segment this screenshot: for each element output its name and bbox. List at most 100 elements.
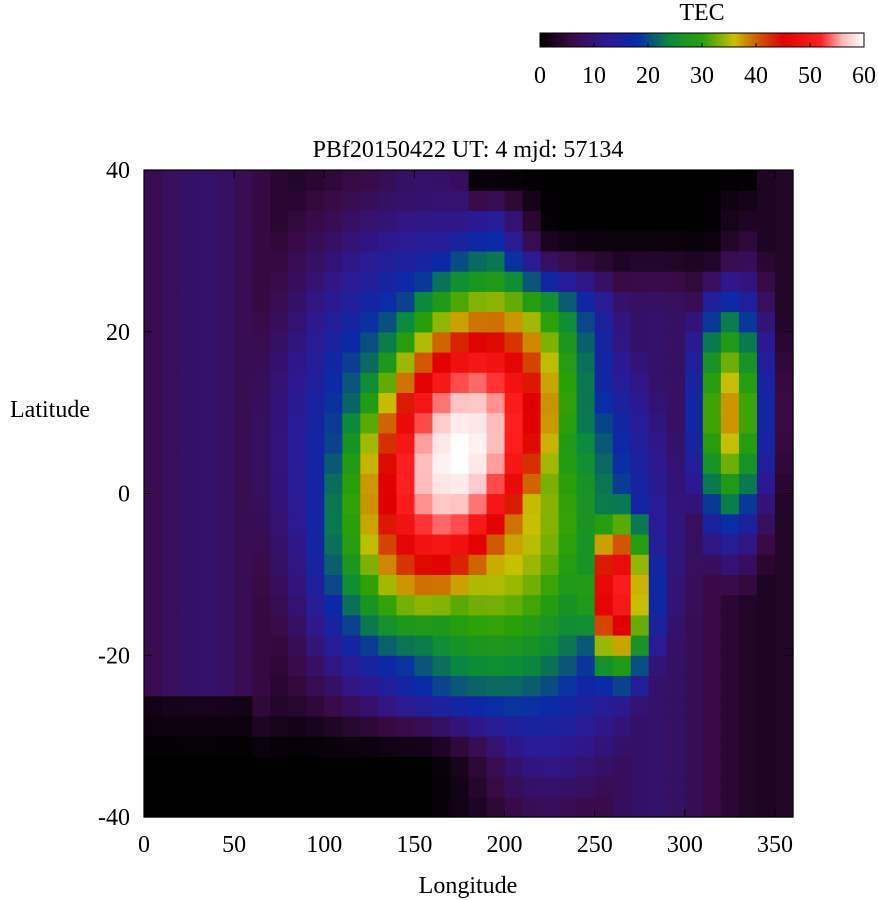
heatmap-cell: [594, 675, 614, 697]
heatmap-cell: [684, 756, 704, 778]
heatmap-cell: [702, 331, 722, 353]
heatmap-cell: [162, 331, 181, 353]
heatmap-cell: [144, 513, 163, 535]
heatmap-cell: [720, 351, 740, 373]
heatmap-cell: [198, 614, 217, 636]
heatmap-cell: [684, 655, 704, 677]
heatmap-cell: [756, 291, 776, 313]
heatmap-cell: [684, 715, 704, 737]
heatmap-cell: [774, 594, 794, 616]
heatmap-cell: [342, 776, 361, 798]
heatmap-cell: [594, 695, 614, 717]
heatmap-cell: [720, 574, 740, 596]
heatmap-cell: [666, 351, 686, 373]
heatmap-cell: [756, 756, 776, 778]
heatmap-cell: [666, 695, 686, 717]
heatmap-cell: [288, 432, 307, 454]
heatmap-cell: [504, 271, 524, 292]
heatmap-cell: [558, 776, 578, 798]
heatmap-cell: [432, 715, 452, 737]
heatmap-cell: [342, 473, 361, 495]
heatmap-cell: [666, 190, 686, 212]
heatmap-cell: [720, 432, 740, 454]
heatmap-cell: [306, 675, 325, 697]
heatmap-cell: [738, 331, 758, 353]
heatmap-cell: [774, 635, 794, 656]
heatmap-cell: [396, 756, 416, 778]
heatmap-cell: [342, 594, 361, 616]
heatmap-cell: [342, 655, 361, 677]
heatmap-cell: [576, 331, 596, 353]
heatmap-cell: [612, 271, 632, 292]
heatmap-cell: [234, 432, 253, 454]
heatmap-cell: [234, 776, 253, 798]
heatmap-cell: [144, 453, 163, 474]
heatmap-cell: [324, 392, 343, 414]
heatmap-cell: [576, 351, 596, 373]
heatmap-cell: [576, 230, 596, 252]
heatmap-cell: [432, 756, 452, 778]
heatmap-cell: [576, 614, 596, 636]
heatmap-cell: [630, 796, 650, 818]
heatmap-cell: [252, 453, 271, 474]
heatmap-cell: [162, 271, 181, 292]
heatmap-cell: [216, 594, 235, 616]
heatmap-cell: [720, 756, 740, 778]
heatmap-cell: [450, 614, 470, 636]
heatmap-cell: [288, 210, 307, 232]
heatmap-cell: [252, 331, 271, 353]
heatmap-cell: [756, 796, 776, 818]
heatmap-cell: [756, 412, 776, 434]
heatmap-cell: [450, 574, 470, 596]
heatmap-cell: [288, 331, 307, 353]
heatmap-cell: [612, 311, 632, 333]
heatmap-cell: [324, 291, 343, 313]
heatmap-cell: [288, 635, 307, 656]
heatmap-cell: [612, 210, 632, 232]
heatmap-cell: [666, 715, 686, 737]
heatmap-cell: [216, 473, 235, 495]
heatmap-cell: [180, 190, 199, 212]
heatmap-cell: [684, 432, 704, 454]
heatmap-cell: [450, 250, 470, 272]
heatmap-cell: [342, 513, 361, 535]
heatmap-cell: [738, 776, 758, 798]
heatmap-cell: [522, 473, 542, 495]
heatmap-cell: [486, 170, 506, 191]
heatmap-cell: [414, 776, 434, 798]
heatmap-cell: [450, 311, 470, 333]
heatmap-cell: [576, 513, 596, 535]
heatmap-cell: [666, 412, 686, 434]
heatmap-cell: [630, 453, 650, 474]
heatmap-cell: [648, 351, 668, 373]
heatmap-cell: [486, 453, 506, 474]
heatmap-cell: [270, 351, 289, 373]
heatmap-cell: [396, 170, 416, 191]
heatmap-cell: [594, 412, 614, 434]
heatmap-cell: [306, 533, 325, 555]
heatmap-cell: [630, 736, 650, 757]
heatmap-cell: [378, 796, 397, 818]
heatmap-cell: [342, 271, 361, 292]
heatmap-cell: [558, 372, 578, 394]
heatmap-cell: [558, 493, 578, 515]
heatmap-cell: [720, 311, 740, 333]
heatmap-cell: [234, 372, 253, 394]
heatmap-cell: [144, 756, 163, 778]
heatmap-cell: [702, 715, 722, 737]
heatmap-cell: [306, 513, 325, 535]
heatmap-cell: [234, 796, 253, 818]
heatmap-cell: [468, 614, 488, 636]
y-axis-label: Latitude: [10, 397, 90, 423]
heatmap-cell: [432, 351, 452, 373]
heatmap-cell: [144, 675, 163, 697]
heatmap-cell: [162, 756, 181, 778]
heatmap-cell: [252, 210, 271, 232]
heatmap-cell: [612, 776, 632, 798]
heatmap-cell: [252, 170, 271, 191]
heatmap-cell: [396, 655, 416, 677]
heatmap-cell: [144, 655, 163, 677]
heatmap-cell: [414, 351, 434, 373]
heatmap-cell: [270, 594, 289, 616]
heatmap-cell: [216, 170, 235, 191]
